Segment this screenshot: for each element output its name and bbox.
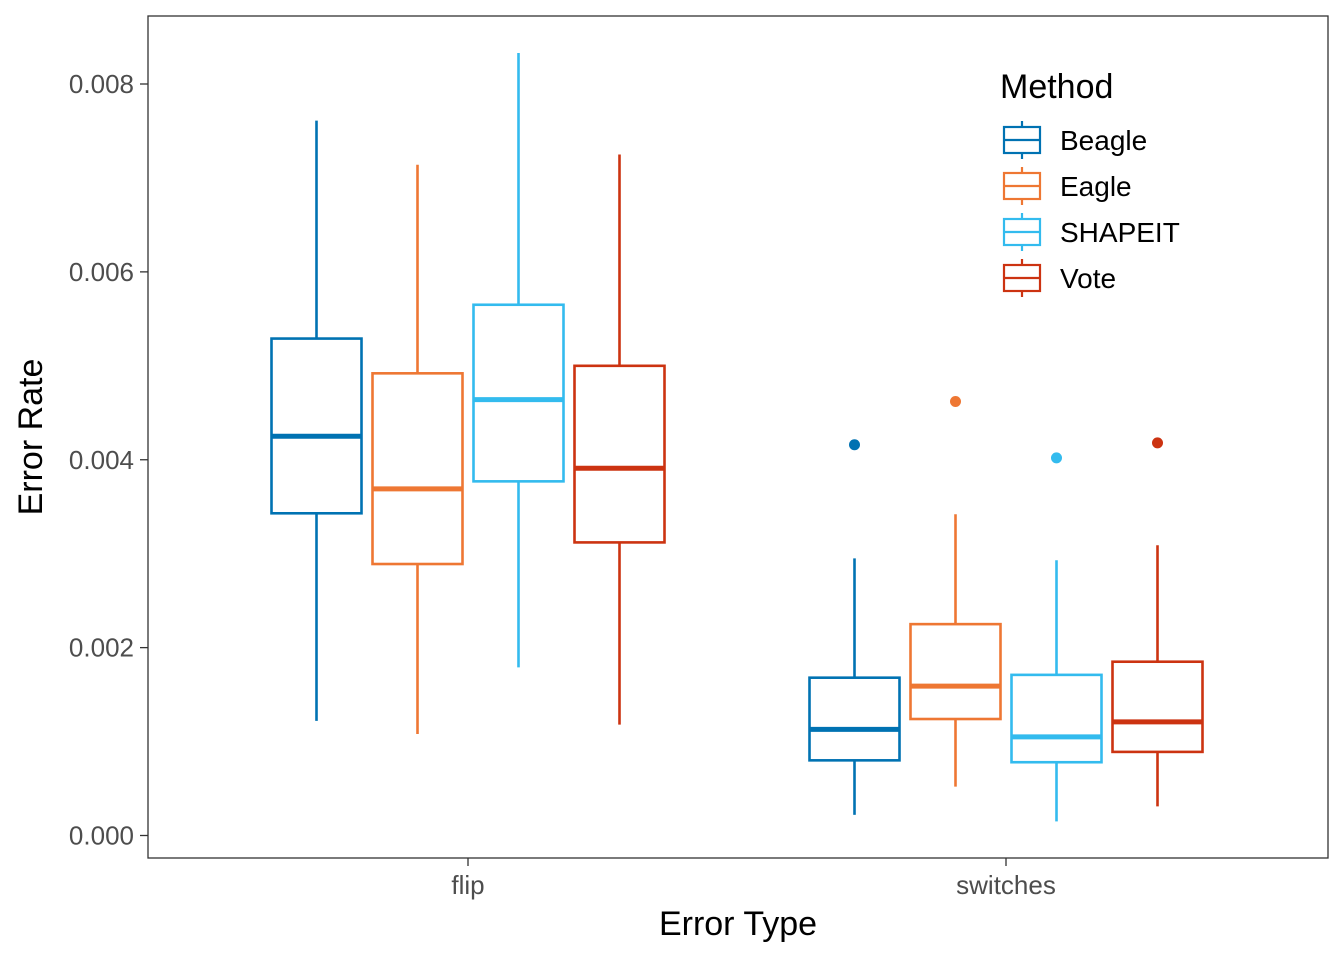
box-eagle-flip xyxy=(371,164,464,735)
y-tick-label: 0.000 xyxy=(69,821,134,851)
y-tick-label: 0.008 xyxy=(69,69,134,99)
box-iqr xyxy=(371,372,464,566)
box-iqr xyxy=(909,622,1002,721)
outlier-point xyxy=(1152,437,1163,449)
legend-item-beagle: Beagle xyxy=(1002,121,1147,159)
legend-label: Vote xyxy=(1060,263,1116,294)
legend-title: Method xyxy=(1000,68,1113,106)
y-tick-label: 0.002 xyxy=(69,633,134,663)
box-beagle-flip xyxy=(270,120,363,721)
box-iqr xyxy=(270,337,363,515)
legend-item-shapeit: SHAPEIT xyxy=(1002,213,1180,251)
x-tick-label: flip xyxy=(451,870,484,900)
box-iqr xyxy=(1111,660,1204,754)
y-tick-label: 0.006 xyxy=(69,257,134,287)
y-tick-label: 0.004 xyxy=(69,445,134,475)
legend: Method Beagle Eagle SHAPEIT Vote xyxy=(1000,68,1180,297)
plot-panel-border xyxy=(147,15,1329,859)
box-shapeit-switches xyxy=(1010,452,1103,822)
box-iqr xyxy=(808,676,901,762)
box-vote-switches xyxy=(1111,437,1204,807)
legend-label: Beagle xyxy=(1060,125,1147,156)
box-iqr xyxy=(1010,673,1103,764)
legend-item-eagle: Eagle xyxy=(1002,167,1132,205)
outlier-point xyxy=(1051,452,1062,464)
outlier-point xyxy=(950,396,961,408)
box-shapeit-flip xyxy=(472,53,565,668)
y-axis-title: Error Rate xyxy=(12,359,50,516)
box-iqr xyxy=(472,303,565,483)
box-eagle-switches xyxy=(909,396,1002,787)
legend-label: SHAPEIT xyxy=(1060,217,1180,248)
box-groups xyxy=(270,53,1204,822)
y-axis-ticks: 0.000 0.002 0.004 0.006 0.008 xyxy=(69,69,148,851)
legend-label: Eagle xyxy=(1060,171,1132,202)
x-tick-label: switches xyxy=(956,870,1056,900)
legend-item-vote: Vote xyxy=(1002,259,1116,297)
box-iqr xyxy=(573,364,666,544)
x-axis-title: Error Type xyxy=(659,905,817,943)
box-vote-flip xyxy=(573,154,666,725)
box-beagle-switches xyxy=(808,439,901,815)
outlier-point xyxy=(849,439,860,451)
x-axis-ticks: flip switches xyxy=(451,858,1056,900)
